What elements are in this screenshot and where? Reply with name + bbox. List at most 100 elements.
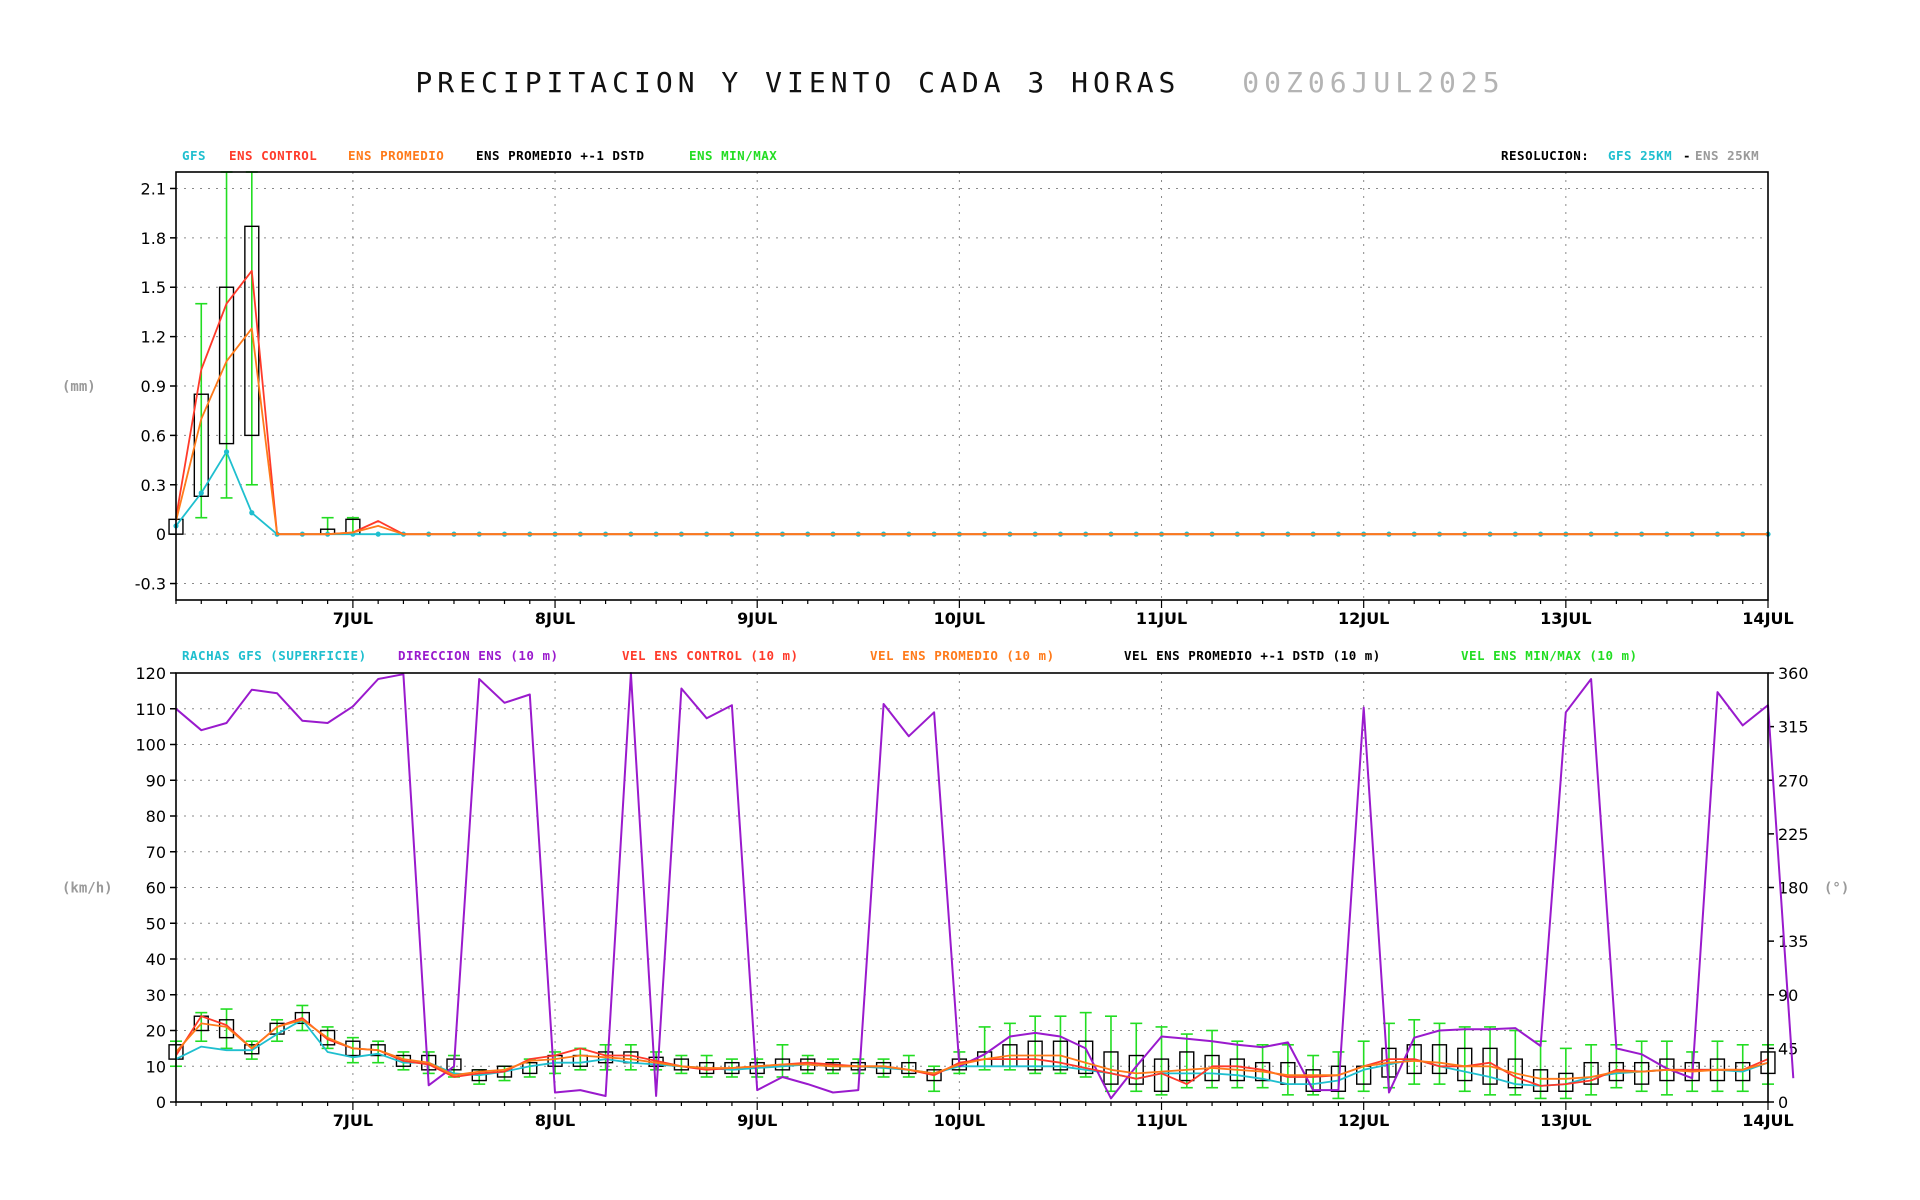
gfs-point: [223, 449, 230, 455]
y-tick-label: 100: [135, 736, 166, 755]
plot-frame: [175, 672, 1769, 1103]
x-date-label: 14JUL: [1742, 1111, 1793, 1130]
x-date-label: 9JUL: [737, 609, 777, 628]
y-tick-label: 0.9: [141, 377, 166, 396]
gfs-point: [198, 490, 204, 496]
series-mean-line: [175, 1018, 1769, 1080]
std-box: [244, 225, 260, 437]
x-date-label: 12JUL: [1338, 609, 1389, 628]
std-box: [294, 1011, 310, 1025]
legend-resolution-gfs: GFS 25KM: [1608, 148, 1672, 163]
gfs-points: [173, 449, 1771, 537]
y-tick-label: 120: [135, 664, 166, 683]
std-box: [1128, 1054, 1144, 1085]
y-tick-label: 1.2: [141, 328, 166, 347]
y-tick-label: 50: [146, 914, 166, 933]
legend-resolution-ens: ENS 25KM: [1695, 148, 1759, 163]
y-tick-label: 0.6: [141, 426, 166, 445]
std-box: [1330, 1065, 1347, 1092]
legend-resolution-label: RESOLUCION:: [1501, 148, 1589, 163]
std-box: [319, 1029, 336, 1046]
x-date-label: 9JUL: [737, 1111, 777, 1130]
legend-wind-mean: VEL ENS PROMEDIO (10 m): [870, 648, 1055, 663]
series-gfs-line: [175, 450, 1768, 536]
legend-ens-minmax: ENS MIN/MAX: [689, 148, 777, 163]
x-date-label: 12JUL: [1338, 1111, 1389, 1130]
legend-wind-std: VEL ENS PROMEDIO +-1 DSTD (10 m): [1124, 648, 1381, 663]
y-tick-label: 0.3: [141, 476, 166, 495]
grid-lines: [176, 172, 1768, 600]
y-axis-label: (mm): [62, 379, 96, 395]
wind-legend: RACHAS GFS (SUPERFICIE) DIRECCION ENS (1…: [182, 648, 1638, 663]
x-date-label: 7JUL: [333, 1111, 373, 1130]
precip-legend: GFS ENS CONTROL ENS PROMEDIO ENS PROMEDI…: [182, 148, 1759, 163]
x-date-label: 8JUL: [535, 609, 575, 628]
chart-title: PRECIPITACION Y VIENTO CADA 3 HORAS 00Z0…: [0, 66, 1920, 99]
title-text: PRECIPITACION Y VIENTO CADA 3 HORAS: [415, 66, 1181, 99]
std-box: [1179, 1051, 1195, 1082]
y-tick-label: 30: [146, 986, 166, 1005]
plot-frame: [175, 171, 1769, 601]
std-box: [1305, 1069, 1321, 1092]
y2-tick-label: 360: [1778, 664, 1809, 683]
legend-wind-minmax: VEL ENS MIN/MAX (10 m): [1461, 648, 1638, 663]
legend-ens-mean: ENS PROMEDIO: [348, 148, 444, 163]
x-date-label: 8JUL: [535, 1111, 575, 1130]
x-date-label: 11JUL: [1136, 1111, 1187, 1130]
legend-gfs: GFS: [182, 148, 206, 163]
legend-gusts: RACHAS GFS (SUPERFICIE): [182, 648, 367, 663]
y-tick-label: 0: [156, 1093, 166, 1112]
legend-wind-control: VEL ENS CONTROL (10 m): [622, 648, 799, 663]
std-box: [926, 1069, 942, 1082]
gfs-point: [375, 531, 381, 537]
y2-tick-label: 0: [1778, 1093, 1788, 1112]
std-box: [218, 1019, 235, 1039]
std-box: [1634, 1061, 1650, 1085]
series-control-line: [175, 1015, 1769, 1087]
legend-ens-control: ENS CONTROL: [229, 148, 317, 163]
y2-tick-label: 45: [1778, 1039, 1798, 1058]
y-tick-label: 110: [135, 700, 166, 719]
legend-resolution-dash: -: [1683, 148, 1691, 163]
y-tick-label: 80: [146, 807, 166, 826]
std-box: [1431, 1044, 1448, 1075]
y2-tick-label: 315: [1778, 718, 1809, 737]
x-date-label: 13JUL: [1540, 609, 1591, 628]
y-tick-label: 20: [146, 1022, 166, 1041]
y-tick-label: 10: [146, 1057, 166, 1076]
y2-tick-label: 225: [1778, 825, 1809, 844]
std-box: [1583, 1061, 1599, 1085]
precipitation-panel: -0.3 0 0.3 0.6 0.9 1.2 1.5 1.8 2.1 7JUL 8JUL 9JUL 10…: [62, 171, 1794, 628]
wind-panel: 0102030405060708090100110120045901351802…: [62, 664, 1849, 1130]
std-box: [1078, 1040, 1094, 1075]
std-boxes: [168, 1011, 1776, 1092]
y-tick-label: 70: [146, 843, 166, 862]
std-box: [218, 286, 235, 445]
series-control-line: [175, 269, 1768, 536]
y2-tick-label: 270: [1778, 771, 1809, 790]
y-tick-label: 1.5: [141, 278, 166, 297]
x-date-label: 10JUL: [934, 1111, 985, 1130]
y-tick-label: 90: [146, 771, 166, 790]
y-tick-label: 60: [146, 879, 166, 898]
x-date-label: 10JUL: [934, 609, 985, 628]
minmax-whiskers: [170, 1004, 1774, 1100]
x-date-label: 11JUL: [1136, 609, 1187, 628]
y-tick-label: -0.3: [135, 575, 166, 594]
std-box: [1532, 1069, 1549, 1092]
y-tick-label: 2.1: [141, 179, 166, 198]
y-axis-label: (km/h): [62, 881, 113, 897]
y2-axis-label: (°): [1824, 881, 1849, 897]
legend-ens-std: ENS PROMEDIO +-1 DSTD: [476, 148, 645, 163]
y-tick-label: 0: [156, 525, 166, 544]
legend-direction: DIRECCION ENS (10 m): [398, 648, 559, 663]
std-box: [244, 1044, 260, 1055]
x-date-label: 13JUL: [1540, 1111, 1591, 1130]
run-date-label: 00Z06JUL2025: [1242, 66, 1505, 99]
y-tick-label: 1.8: [141, 229, 166, 248]
series-mean-line: [175, 327, 1768, 536]
y2-tick-label: 135: [1778, 932, 1809, 951]
gfs-point: [249, 510, 255, 516]
x-date-label: 7JUL: [333, 609, 373, 628]
